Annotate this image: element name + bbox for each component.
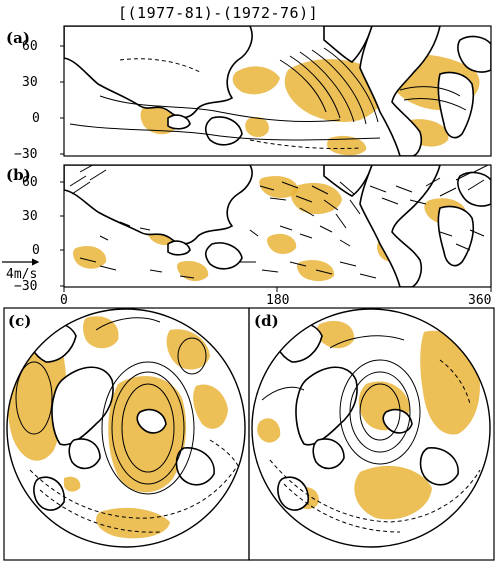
panel-b-label: (b) — [6, 166, 31, 184]
panel-b-coastlines — [64, 165, 491, 287]
y-tick-label: −30 — [14, 279, 37, 294]
x-tick-label: 180 — [266, 293, 289, 308]
panel-b: (b) 60 30 0 −30 4m/s 0 180 360 — [2, 164, 492, 308]
panel-d-shading — [257, 320, 480, 520]
panel-d-boundary — [251, 308, 491, 548]
y-tick-label: 0 — [32, 111, 40, 126]
x-tick-label: 0 — [60, 293, 68, 308]
panel-a-label: (a) — [6, 29, 30, 47]
reference-vector: 4m/s — [2, 258, 40, 282]
panel-d-map — [257, 320, 481, 533]
x-axis-ticks: 0 180 360 — [60, 287, 492, 308]
panel-d-label: (d) — [254, 312, 279, 330]
x-tick-label: 360 — [468, 293, 491, 308]
panel-c-map — [7, 316, 243, 539]
panel-c: (c) — [3, 307, 250, 561]
panel-a-y-ticks: 60 30 0 −30 — [14, 39, 64, 162]
panel-a-coastlines — [64, 26, 491, 156]
panel-d-frame — [248, 307, 495, 561]
y-tick-label: 60 — [22, 175, 38, 190]
panel-d-contours — [261, 335, 481, 533]
y-tick-label: 30 — [22, 75, 38, 90]
reference-vector-label: 4m/s — [6, 267, 37, 282]
panel-b-y-ticks: 60 30 0 −30 — [14, 175, 64, 294]
panel-a-contours — [69, 47, 467, 150]
panel-a-map — [64, 26, 491, 156]
y-tick-label: 30 — [22, 209, 38, 224]
y-tick-label: 0 — [32, 243, 40, 258]
panel-c-boundary — [6, 308, 246, 548]
panel-a-frame — [63, 25, 492, 157]
panel-a: (a) 60 30 0 −30 — [6, 25, 492, 162]
figure-title: [(1977-81)-(1972-76)] — [118, 4, 318, 22]
panel-d-coastlines — [274, 322, 459, 511]
panel-c-shading — [7, 316, 228, 539]
y-tick-label: 60 — [22, 39, 38, 54]
y-tick-label: −30 — [14, 147, 37, 162]
panel-b-wind-vectors — [69, 165, 490, 279]
panel-c-coastlines — [28, 322, 215, 511]
panel-c-contours — [15, 317, 243, 533]
panel-d: (d) — [248, 307, 495, 561]
panel-b-map — [64, 165, 491, 287]
panel-c-label: (c) — [8, 312, 31, 330]
